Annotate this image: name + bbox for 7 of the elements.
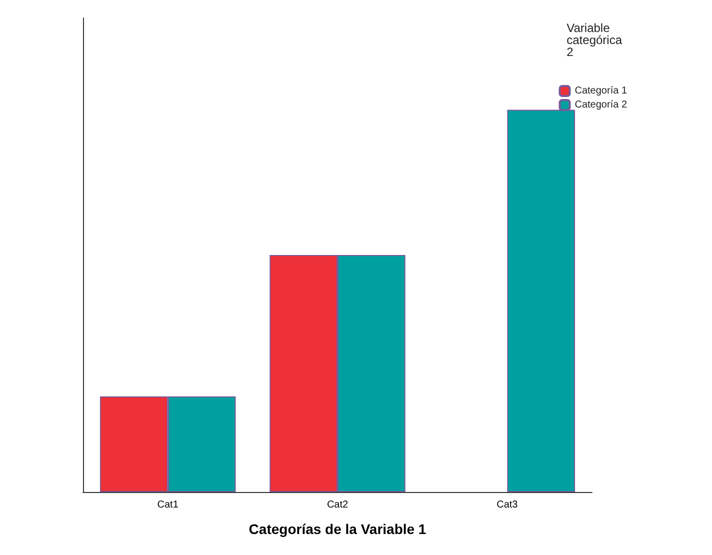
x-tick-label: Cat3 — [496, 500, 518, 510]
legend-label: Categoría 2 — [574, 100, 628, 110]
legend-label: Categoría 1 — [574, 86, 628, 96]
x-tick-label: Cat2 — [326, 500, 348, 510]
legend-title: Variable categórica 2 — [566, 21, 622, 59]
x-tick-label: Cat1 — [157, 500, 179, 510]
x-axis-title: Categorías de la Variable 1 — [248, 521, 426, 537]
